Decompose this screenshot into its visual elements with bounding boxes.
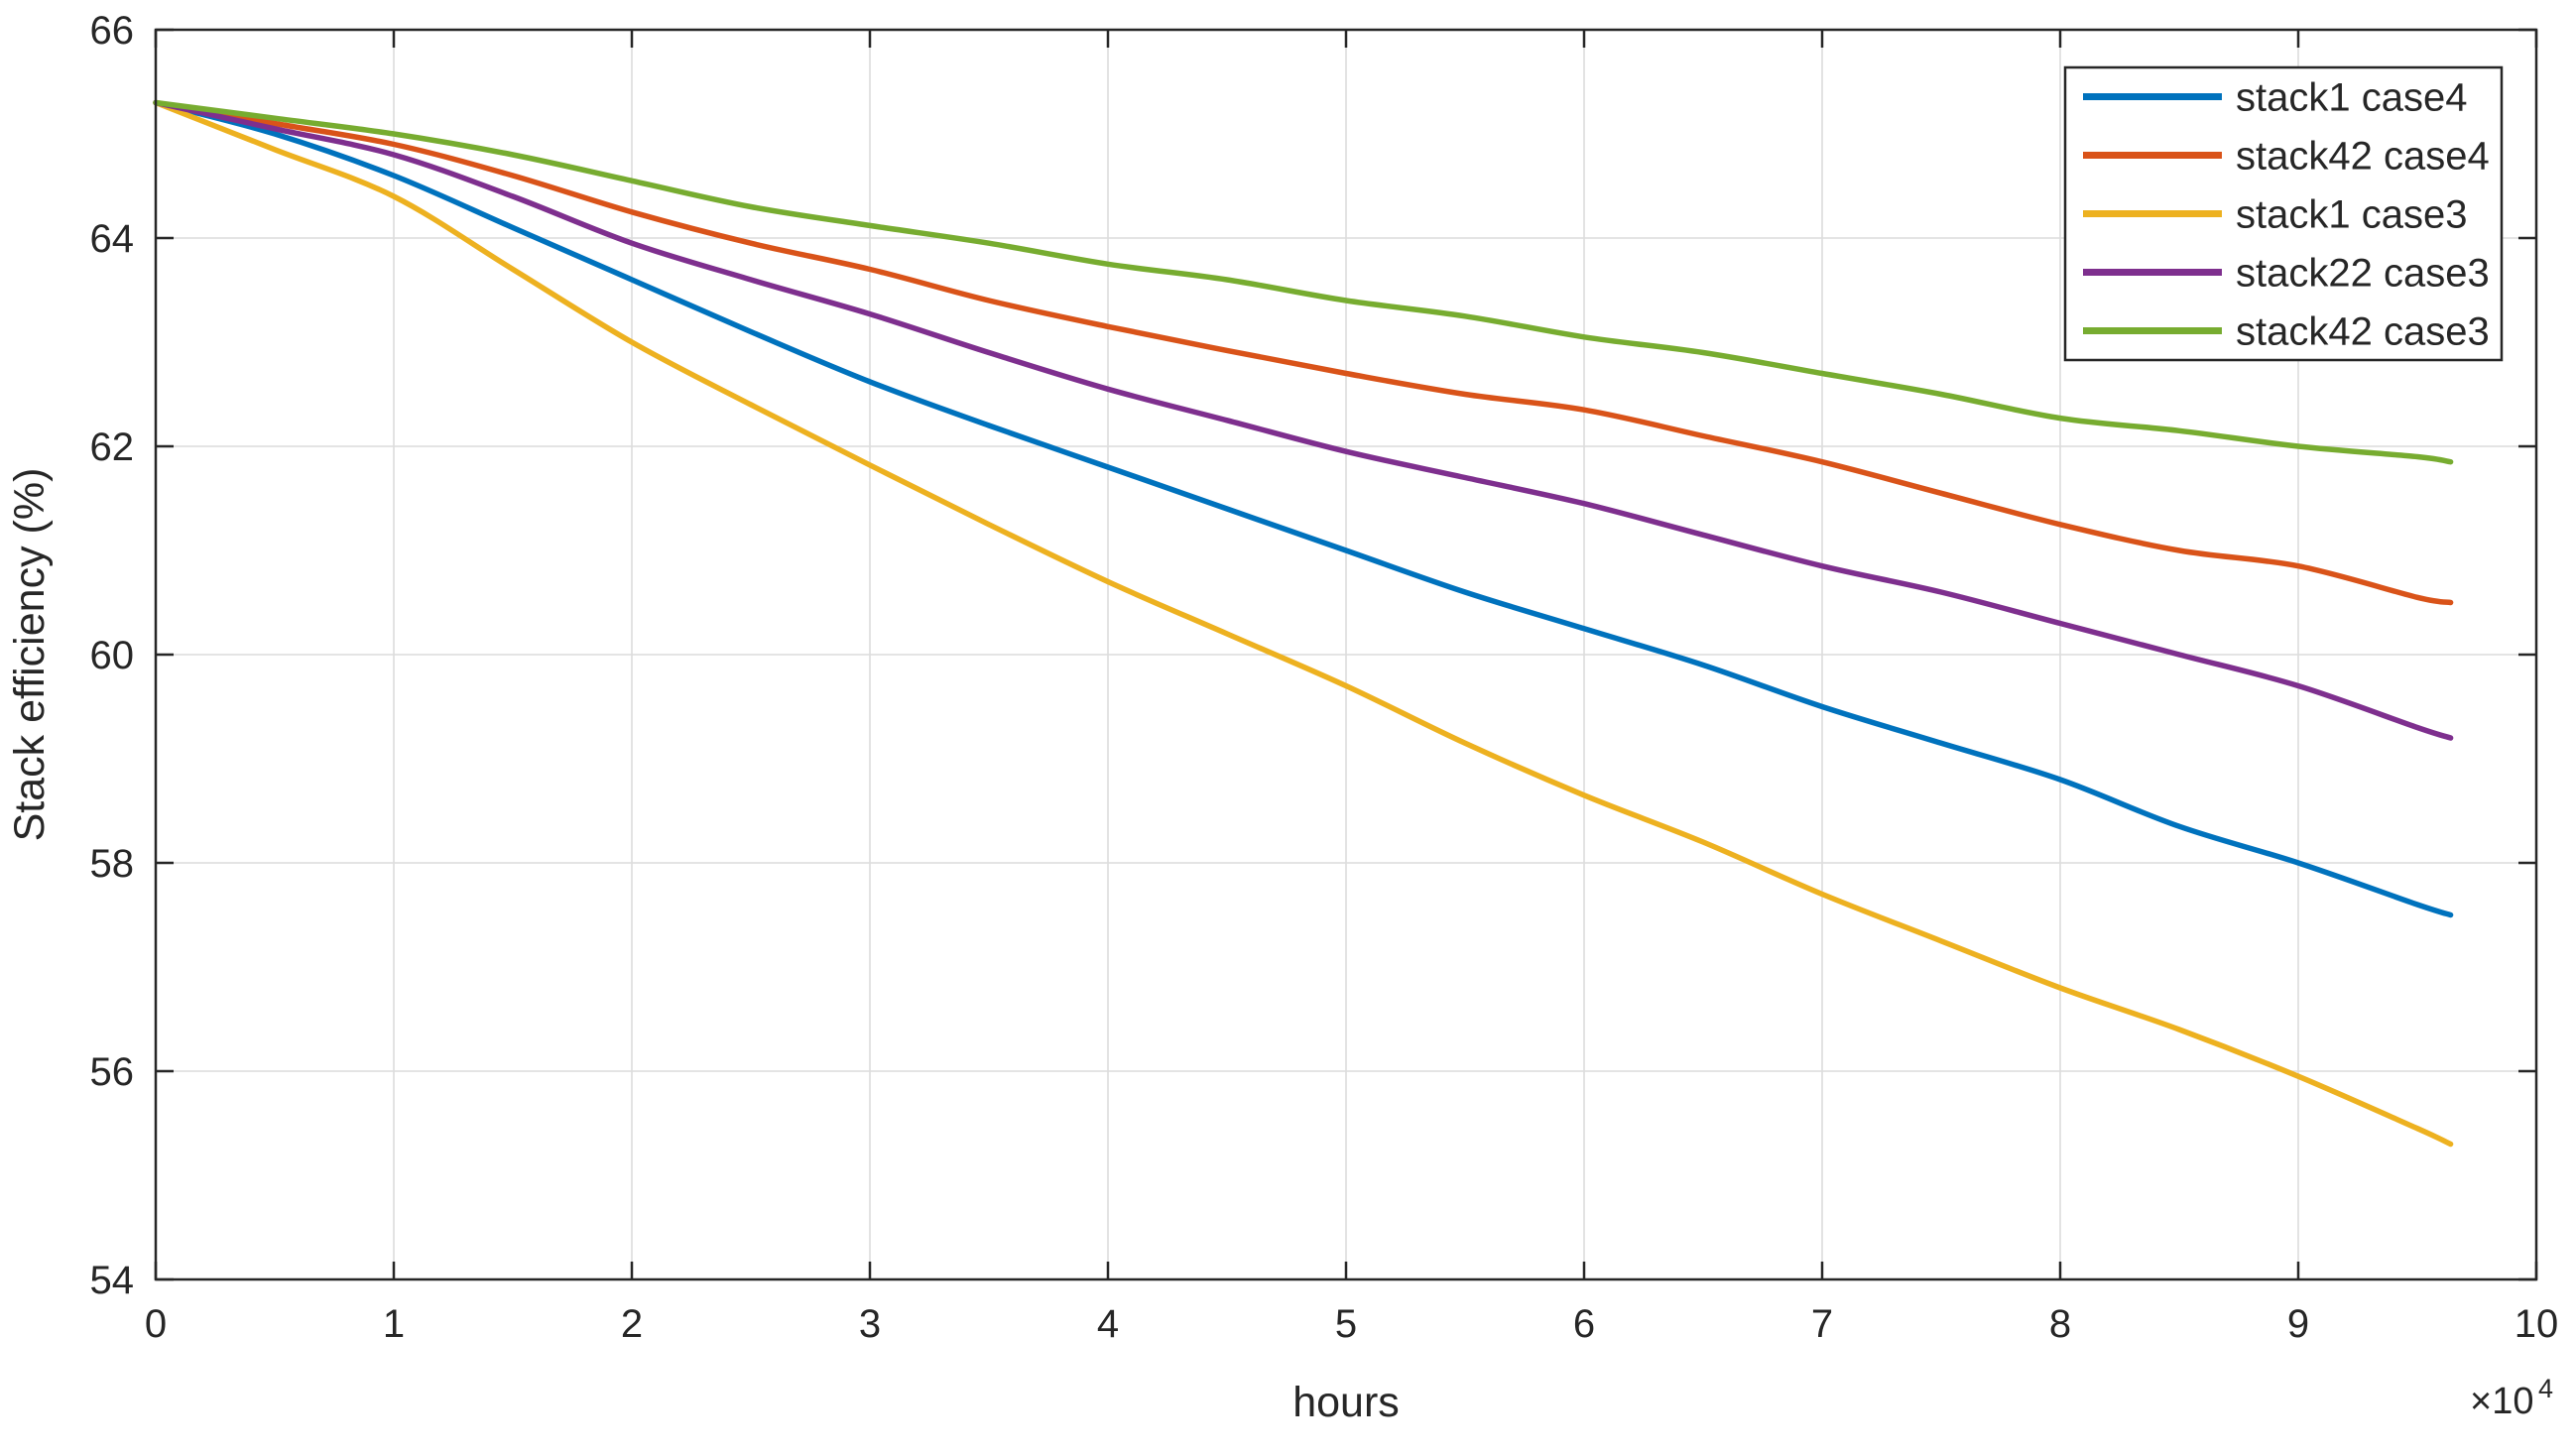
legend-label-stack1-case4: stack1 case4: [2236, 76, 2467, 120]
x-tick-label: 8: [2049, 1302, 2071, 1346]
y-tick-label: 64: [90, 217, 135, 261]
axes: [154, 28, 2538, 1281]
y-tick-label: 58: [90, 842, 135, 886]
x-tick-label: 3: [859, 1302, 881, 1346]
x-tick-label: 2: [621, 1302, 643, 1346]
x-tick-label: 10: [2514, 1302, 2559, 1346]
y-tick-label: 62: [90, 425, 135, 469]
legend-label-stack42-case4: stack42 case4: [2236, 135, 2490, 179]
x-tick-label: 7: [1811, 1302, 1833, 1346]
x-tick-label: 4: [1097, 1302, 1119, 1346]
y-axis-label: Stack efficiency (%): [6, 468, 54, 842]
legend: stack1 case4 stack42 case4 stack1 case3 sta…: [2063, 65, 2504, 362]
y-tick-label: 66: [90, 9, 135, 53]
series-line-stack1-case3: [153, 99, 2454, 1148]
x-tick-label: 1: [383, 1302, 405, 1346]
legend-label-stack22-case3: stack22 case3: [2236, 252, 2490, 296]
x-tick-label: 5: [1335, 1302, 1357, 1346]
series: [153, 99, 2454, 1148]
x-axis-exponent-base: ×10: [2470, 1381, 2533, 1422]
x-tick-label: 0: [145, 1302, 167, 1346]
x-axis-exponent-power: 4: [2538, 1374, 2553, 1403]
y-tick-label: 56: [90, 1050, 135, 1094]
x-tick-label: 6: [1573, 1302, 1595, 1346]
x-axis-label: hours: [1292, 1379, 1400, 1426]
legend-label-stack1-case3: stack1 case3: [2236, 193, 2467, 237]
x-axis-exponent: ×10 4: [2470, 1374, 2553, 1422]
series-line-stack42-case3: [153, 99, 2454, 465]
series-line-stack42-case4: [153, 99, 2454, 606]
x-tick-label: 9: [2287, 1302, 2309, 1346]
y-tick-label: 60: [90, 634, 135, 677]
series-line-stack22-case3: [153, 99, 2454, 741]
series-line-stack1-case4: [153, 99, 2454, 918]
legend-label-stack42-case3: stack42 case3: [2236, 310, 2490, 354]
y-tick-label: 54: [90, 1259, 135, 1302]
